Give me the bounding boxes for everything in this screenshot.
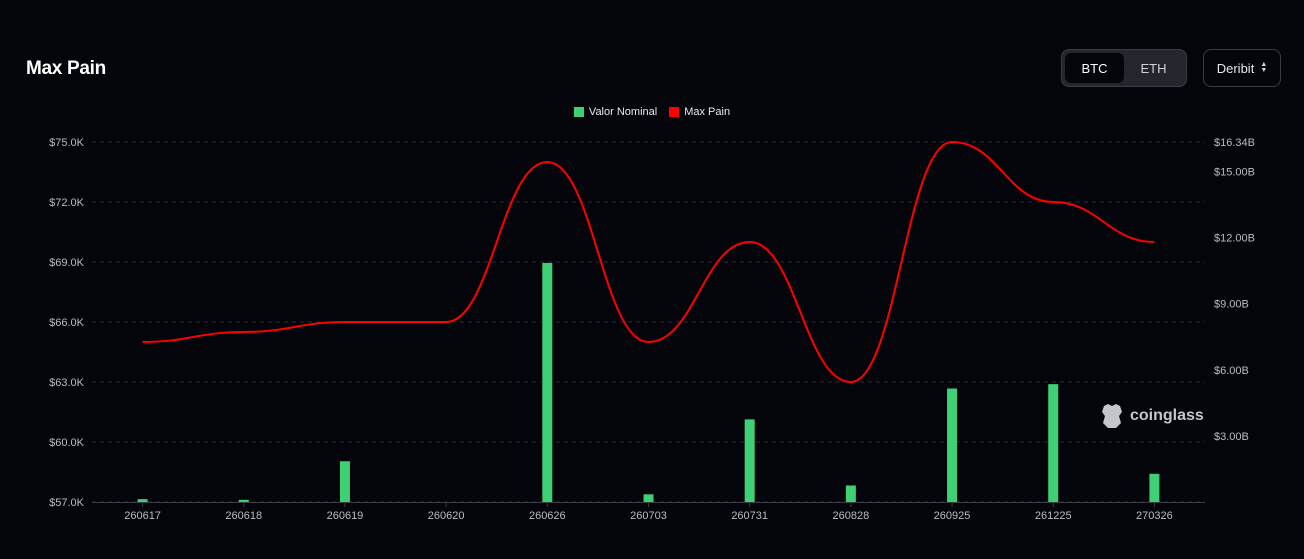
x-tick-label: 260925 xyxy=(934,510,971,522)
line-max-pain xyxy=(142,140,1155,384)
y-left-tick-label: $69.0K xyxy=(49,257,85,269)
legend-label-valor-nominal: Valor Nominal xyxy=(588,106,658,118)
bar-valor-nominal xyxy=(1149,473,1160,502)
x-tick-label: 260618 xyxy=(225,510,262,522)
y-left-tick-label: $60.0K xyxy=(49,437,85,449)
x-tick-label: 270326 xyxy=(1136,510,1173,522)
page-title: Max Pain xyxy=(26,58,106,79)
y-left-tick-label: $63.0K xyxy=(49,377,85,389)
bar-valor-nominal xyxy=(643,494,654,502)
btc-tab[interactable]: BTC xyxy=(1065,53,1124,83)
chevron-updown-icon: ▲ ▼ xyxy=(1260,61,1268,74)
bar-valor-nominal xyxy=(845,485,856,502)
y-right-tick-label: $9.00B xyxy=(1214,299,1249,311)
x-tick-label: 260620 xyxy=(428,510,465,522)
y-right-tick-label: $6.00B xyxy=(1214,365,1249,377)
legend-label-max-pain: Max Pain xyxy=(684,106,731,118)
coinglass-logo-icon xyxy=(1102,404,1122,428)
x-tick-label: 260617 xyxy=(124,510,161,522)
asset-toggle: BTC ETH xyxy=(1061,49,1187,87)
y-right-tick-label: $16.34B xyxy=(1214,137,1255,149)
eth-tab[interactable]: ETH xyxy=(1140,60,1167,76)
y-left-tick-label: $75.0K xyxy=(49,137,85,149)
exchange-select-value: Deribit xyxy=(1216,60,1255,76)
y-left-tick-label: $57.0K xyxy=(49,497,85,509)
x-tick-label: 260626 xyxy=(529,510,566,522)
y-right-tick-label: $15.00B xyxy=(1214,167,1255,179)
legend-item-valor-nominal[interactable]: Valor Nominal xyxy=(573,106,658,118)
bar-valor-nominal xyxy=(744,419,755,502)
bar-valor-nominal xyxy=(1048,384,1059,502)
y-left-tick-label: $66.0K xyxy=(49,317,85,329)
bar-valor-nominal xyxy=(542,262,553,502)
coinglass-watermark: coinglass xyxy=(1100,403,1204,429)
y-right-tick-label: $12.00B xyxy=(1214,233,1255,245)
bar-valor-nominal xyxy=(947,388,958,502)
watermark-text: coinglass xyxy=(1130,407,1204,424)
bar-valor-nominal xyxy=(238,499,249,502)
bar-valor-nominal xyxy=(339,461,350,502)
x-tick-label: 260703 xyxy=(630,510,667,522)
x-tick-label: 260828 xyxy=(833,510,870,522)
legend-swatch-bar xyxy=(573,107,584,117)
x-tick-label: 260731 xyxy=(731,510,768,522)
bar-valor-nominal xyxy=(137,499,148,502)
x-tick-label: 260619 xyxy=(327,510,364,522)
legend-swatch-line xyxy=(669,107,680,117)
y-right-tick-label: $3.00B xyxy=(1214,431,1249,443)
legend-item-max-pain[interactable]: Max Pain xyxy=(669,106,730,118)
exchange-select[interactable]: Deribit ▲ ▼ xyxy=(1203,49,1281,87)
chart-legend: Valor Nominal Max Pain xyxy=(0,106,1304,118)
x-tick-label: 261225 xyxy=(1035,510,1072,522)
y-left-tick-label: $72.0K xyxy=(49,197,85,209)
